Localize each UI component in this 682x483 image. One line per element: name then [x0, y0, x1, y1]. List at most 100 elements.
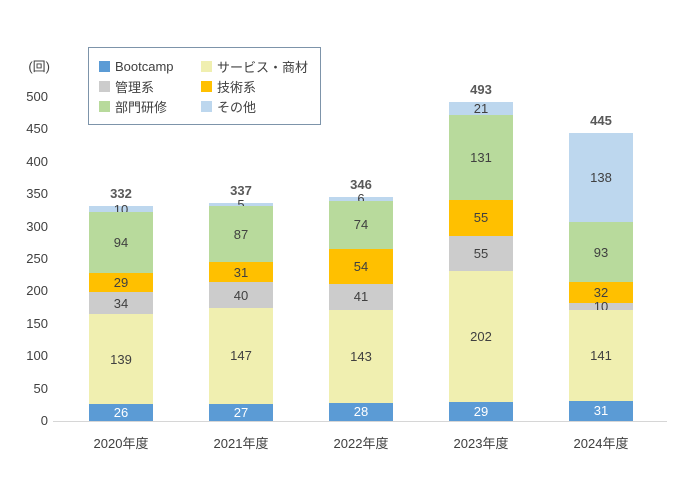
- segment-技術系[interactable]: 31: [209, 262, 273, 283]
- legend-item-技術系[interactable]: 技術系: [201, 77, 308, 96]
- y-tick-label: 150: [26, 315, 48, 331]
- segment-value-label: 40: [233, 287, 249, 303]
- segment-value-label: 143: [350, 349, 372, 365]
- segment-サービス・商材[interactable]: 139: [89, 314, 153, 405]
- segment-技術系[interactable]: 55: [449, 200, 513, 236]
- legend-item-管理系[interactable]: 管理系: [99, 77, 197, 96]
- y-tick-label: 450: [26, 121, 48, 137]
- y-axis-unit-label: (回): [28, 59, 50, 74]
- y-tick-label: 400: [26, 153, 48, 169]
- bar-2022年度[interactable]: 28 143 41 54 74 6: [329, 192, 393, 421]
- segment-value-label: 31: [233, 264, 249, 280]
- legend-swatch-icon: [201, 80, 212, 92]
- segment-value-label: 54: [353, 258, 369, 274]
- segment-value-label: 87: [233, 226, 249, 242]
- legend-swatch-icon: [99, 60, 110, 72]
- x-category-label: 2020年度: [93, 436, 149, 451]
- bar-2023年度[interactable]: 29 202 55 55 131 21: [449, 100, 513, 421]
- segment-管理系[interactable]: 41: [329, 283, 393, 311]
- chart-legend: Bootcamp サービス・商材管理系 技術系部門研修 その他: [88, 47, 322, 125]
- bar-total-label: 445: [590, 112, 612, 128]
- segment-その他[interactable]: 138: [569, 132, 633, 223]
- segment-value-label: 139: [110, 351, 132, 367]
- segment-その他[interactable]: 5: [209, 198, 273, 211]
- segment-value-label: 26: [113, 405, 129, 421]
- segment-Bootcamp[interactable]: 28: [329, 402, 393, 421]
- segment-value-label: 55: [473, 210, 489, 226]
- segment-Bootcamp[interactable]: 31: [569, 400, 633, 421]
- segment-value-label: 21: [473, 100, 489, 116]
- x-category-label: 2023年度: [453, 436, 509, 451]
- segment-部門研修[interactable]: 93: [569, 222, 633, 283]
- segment-value-label: 41: [353, 289, 369, 305]
- segment-管理系[interactable]: 40: [209, 282, 273, 309]
- segment-サービス・商材[interactable]: 147: [209, 308, 273, 404]
- segment-value-label: 141: [590, 347, 612, 363]
- segment-部門研修[interactable]: 94: [89, 212, 153, 274]
- legend-item-Bootcamp[interactable]: Bootcamp: [99, 59, 197, 74]
- segment-管理系[interactable]: 34: [89, 292, 153, 315]
- segment-Bootcamp[interactable]: 27: [209, 403, 273, 421]
- segment-value-label: 131: [470, 150, 492, 166]
- x-category-label: 2021年度: [213, 436, 269, 451]
- segment-value-label: 74: [353, 217, 369, 233]
- bar-total-label: 337: [230, 182, 252, 198]
- legend-label: その他: [217, 99, 257, 115]
- segment-サービス・商材[interactable]: 143: [329, 310, 393, 403]
- segment-部門研修[interactable]: 131: [449, 115, 513, 201]
- bar-2020年度[interactable]: 26 139 34 29 94 10: [89, 203, 153, 421]
- segment-サービス・商材[interactable]: 202: [449, 271, 513, 403]
- segment-サービス・商材[interactable]: 141: [569, 309, 633, 401]
- segment-技術系[interactable]: 29: [89, 273, 153, 293]
- y-tick-label: 100: [26, 348, 48, 364]
- segment-管理系[interactable]: 55: [449, 235, 513, 272]
- segment-value-label: 94: [113, 235, 129, 251]
- legend-label: 技術系: [217, 79, 257, 95]
- y-tick-label: 50: [33, 380, 48, 396]
- segment-その他[interactable]: 6: [329, 192, 393, 205]
- legend-label: 部門研修: [115, 99, 168, 115]
- x-axis-line: [53, 421, 667, 422]
- segment-技術系[interactable]: 54: [329, 248, 393, 284]
- segment-value-label: 93: [593, 244, 609, 260]
- segment-value-label: 34: [113, 295, 129, 311]
- segment-value-label: 55: [473, 246, 489, 262]
- legend-swatch-icon: [99, 80, 110, 92]
- x-category-label: 2022年度: [333, 436, 389, 451]
- segment-value-label: 147: [230, 348, 252, 364]
- legend-label: 管理系: [115, 79, 155, 95]
- y-tick-label: 300: [26, 218, 48, 234]
- segment-部門研修[interactable]: 74: [329, 200, 393, 249]
- y-tick-label: 250: [26, 251, 48, 266]
- legend-item-サービス・商材[interactable]: サービス・商材: [201, 57, 308, 76]
- segment-value-label: 29: [473, 404, 489, 420]
- segment-技術系[interactable]: 32: [569, 282, 633, 304]
- segment-value-label: 28: [353, 404, 369, 420]
- segment-value-label: 29: [113, 275, 129, 291]
- segment-value-label: 202: [470, 329, 492, 345]
- segment-value-label: 138: [590, 169, 612, 185]
- legend-label: Bootcamp: [115, 58, 174, 74]
- segment-部門研修[interactable]: 87: [209, 205, 273, 263]
- legend-label: サービス・商材: [217, 59, 309, 75]
- y-tick-label: 350: [26, 186, 48, 202]
- segment-value-label: 27: [233, 404, 249, 420]
- bar-2021年度[interactable]: 27 147 40 31 87 5: [209, 198, 273, 421]
- bar-total-label: 332: [110, 185, 132, 201]
- segment-その他[interactable]: 21: [449, 100, 513, 116]
- legend-item-部門研修[interactable]: 部門研修: [99, 97, 197, 116]
- bar-2024年度[interactable]: 31 141 10 32 93 138: [569, 132, 633, 421]
- legend-swatch-icon: [99, 100, 110, 112]
- y-tick-label: 500: [26, 89, 48, 104]
- segment-value-label: 5: [237, 196, 245, 212]
- segment-value-label: 6: [357, 191, 365, 207]
- legend-item-その他[interactable]: その他: [201, 97, 308, 116]
- bar-total-label: 493: [470, 81, 492, 97]
- segment-value-label: 31: [593, 403, 609, 419]
- legend-swatch-icon: [201, 60, 212, 72]
- segment-Bootcamp[interactable]: 29: [449, 402, 513, 421]
- y-tick-label: 0: [40, 413, 48, 428]
- y-tick-label: 200: [26, 283, 48, 299]
- segment-Bootcamp[interactable]: 26: [89, 404, 153, 421]
